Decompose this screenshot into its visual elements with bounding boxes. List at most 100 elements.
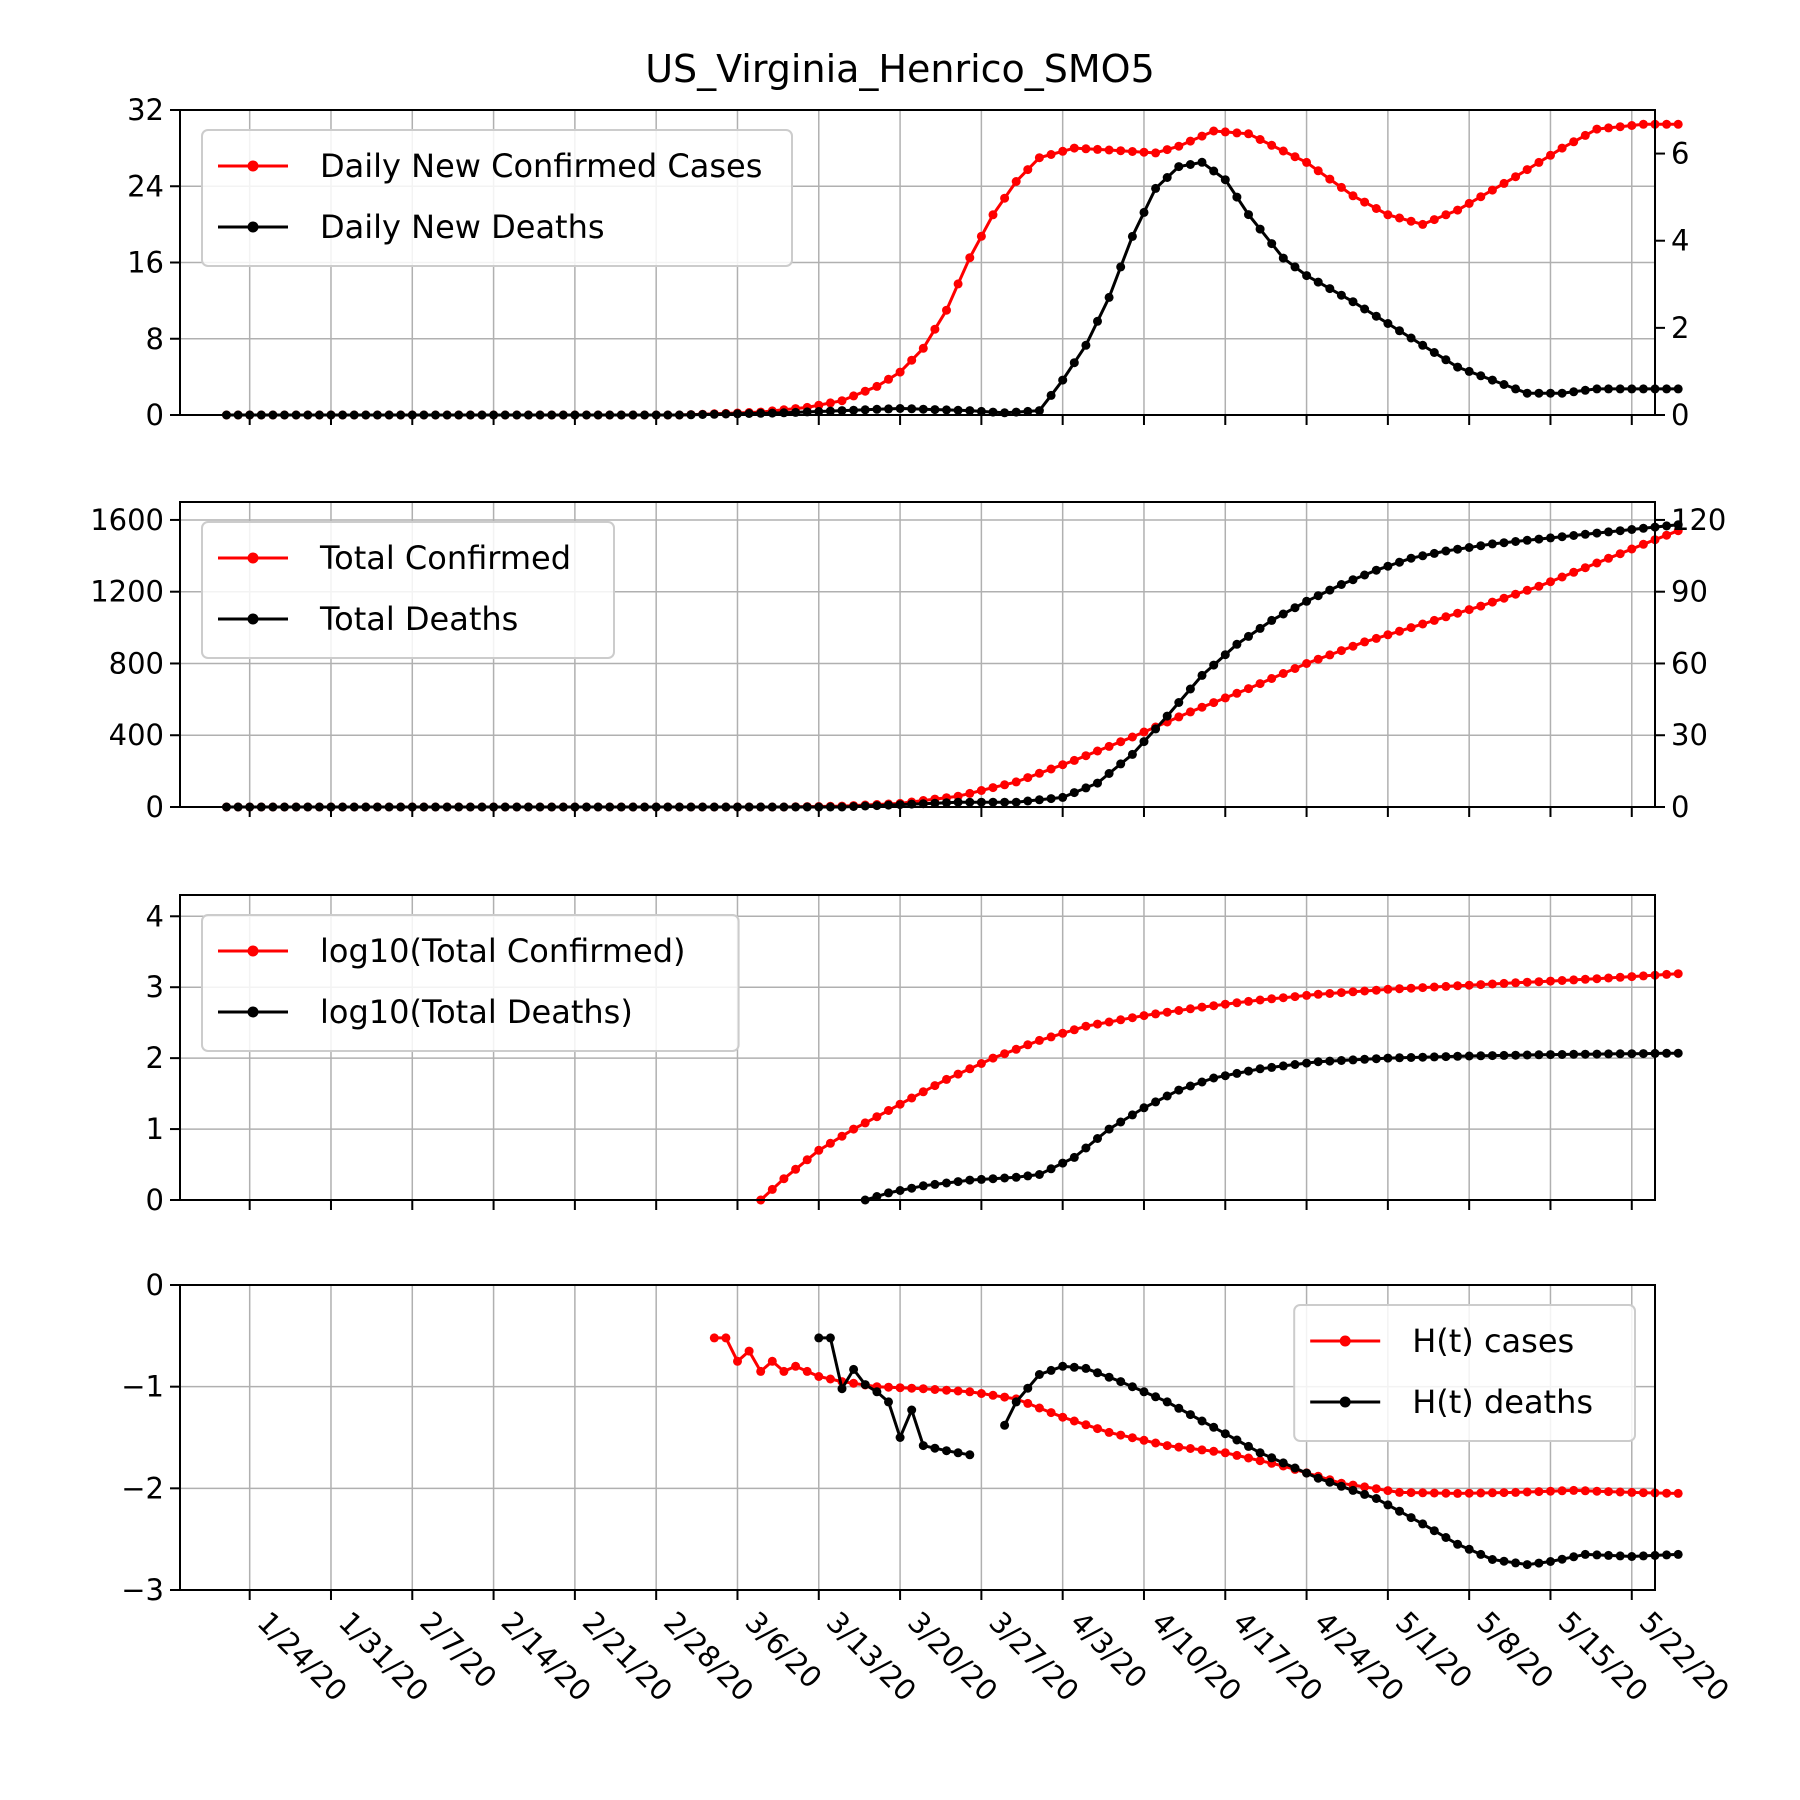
x-tick-label: 5/15/20 (1552, 1605, 1655, 1708)
data-point (1395, 326, 1404, 336)
data-point (1638, 971, 1648, 981)
data-point (872, 1192, 882, 1201)
data-point (1476, 1051, 1486, 1061)
data-point (1220, 693, 1230, 703)
data-point (895, 1383, 905, 1393)
data-point (1046, 764, 1056, 774)
data-point (1011, 1044, 1021, 1054)
data-point (1441, 1488, 1451, 1498)
data-point (1127, 1013, 1137, 1023)
data-point (1325, 650, 1335, 660)
data-point (1511, 384, 1521, 394)
data-point (1174, 712, 1184, 722)
data-point (1360, 637, 1370, 647)
data-point (791, 1164, 801, 1174)
data-point (1185, 160, 1195, 169)
data-point (884, 1382, 893, 1392)
data-point (1371, 1484, 1381, 1494)
data-point (884, 404, 893, 414)
data-point (1569, 975, 1579, 985)
data-point (1499, 380, 1509, 389)
data-point (1453, 1539, 1463, 1549)
data-point (1627, 525, 1637, 534)
data-point (907, 1183, 917, 1193)
y-tick-label: −2 (121, 1471, 164, 1505)
data-point (907, 1405, 917, 1415)
y-tick-label: 8 (146, 322, 164, 356)
data-point (1662, 969, 1672, 979)
data-point (1348, 1055, 1358, 1065)
data-point (1336, 1481, 1346, 1491)
data-point (1371, 565, 1381, 575)
data-point (1267, 1062, 1277, 1072)
x-tick-label: 2/14/20 (495, 1605, 598, 1708)
data-point (1383, 1500, 1393, 1510)
data-point (1604, 973, 1613, 983)
legend-marker (247, 552, 259, 564)
data-point (1522, 388, 1532, 398)
data-point (1569, 1049, 1579, 1059)
series-hazard-1-segment-0 (814, 1333, 975, 1460)
data-point (1383, 210, 1393, 220)
data-point (965, 1387, 975, 1397)
data-point (1360, 1489, 1370, 1499)
data-point (1418, 619, 1428, 629)
chart-title: US_Virginia_Henrico_SMO5 (645, 47, 1155, 91)
data-point (1220, 1429, 1230, 1439)
data-point (1534, 534, 1544, 544)
data-point (1127, 147, 1137, 156)
data-point (1174, 1403, 1184, 1413)
data-point (744, 409, 754, 418)
data-point (1011, 777, 1021, 787)
data-point (1151, 1438, 1161, 1448)
data-point (953, 1177, 963, 1187)
data-point (1511, 1558, 1521, 1568)
x-tick-label: 1/31/20 (332, 1605, 435, 1708)
data-point (1255, 995, 1265, 1005)
data-point (1453, 981, 1463, 991)
data-point (1197, 157, 1207, 167)
data-point (1336, 290, 1346, 300)
legend-entry: Total Deaths (218, 600, 518, 638)
y-tick-label: 4 (146, 899, 164, 933)
data-point (1522, 1050, 1532, 1060)
data-point (1058, 1361, 1068, 1371)
data-point (1162, 711, 1172, 721)
data-point (1197, 131, 1207, 141)
data-point (1244, 996, 1253, 1006)
data-point (1476, 541, 1486, 551)
data-point (1278, 609, 1288, 619)
data-point (1325, 1056, 1335, 1066)
data-point (1615, 384, 1625, 394)
axes-frame-hazard (179, 1284, 1656, 1591)
data-point (1151, 724, 1161, 734)
data-point (953, 1386, 963, 1396)
data-point (1522, 977, 1532, 987)
data-point (1429, 215, 1439, 225)
y2-tick-label: 60 (1671, 646, 1708, 680)
right-tick: 90 (1655, 575, 1708, 609)
legend-label: Daily New Confirmed Cases (320, 147, 762, 185)
data-point (1011, 797, 1021, 807)
data-point (1313, 591, 1323, 601)
series-hazard-1-segment-1 (1000, 1361, 1683, 1570)
data-point (1197, 1077, 1207, 1087)
data-point (1360, 197, 1370, 207)
legend-label: H(t) deaths (1412, 1383, 1593, 1421)
data-point (1615, 1049, 1625, 1059)
data-point (1023, 165, 1033, 175)
data-point (1162, 1441, 1172, 1451)
data-point (1604, 527, 1613, 537)
y2-tick-label: 2 (1671, 311, 1689, 345)
data-point (1464, 198, 1474, 208)
data-point (1464, 1544, 1474, 1554)
data-point (1522, 165, 1532, 175)
legend-entry: H(t) deaths (1310, 1383, 1593, 1421)
data-point (1220, 1071, 1230, 1081)
data-point (814, 1372, 824, 1381)
data-point (1232, 639, 1242, 649)
data-point (1104, 741, 1114, 751)
data-point (1267, 239, 1277, 249)
data-point (895, 404, 905, 413)
data-point (1627, 544, 1637, 554)
